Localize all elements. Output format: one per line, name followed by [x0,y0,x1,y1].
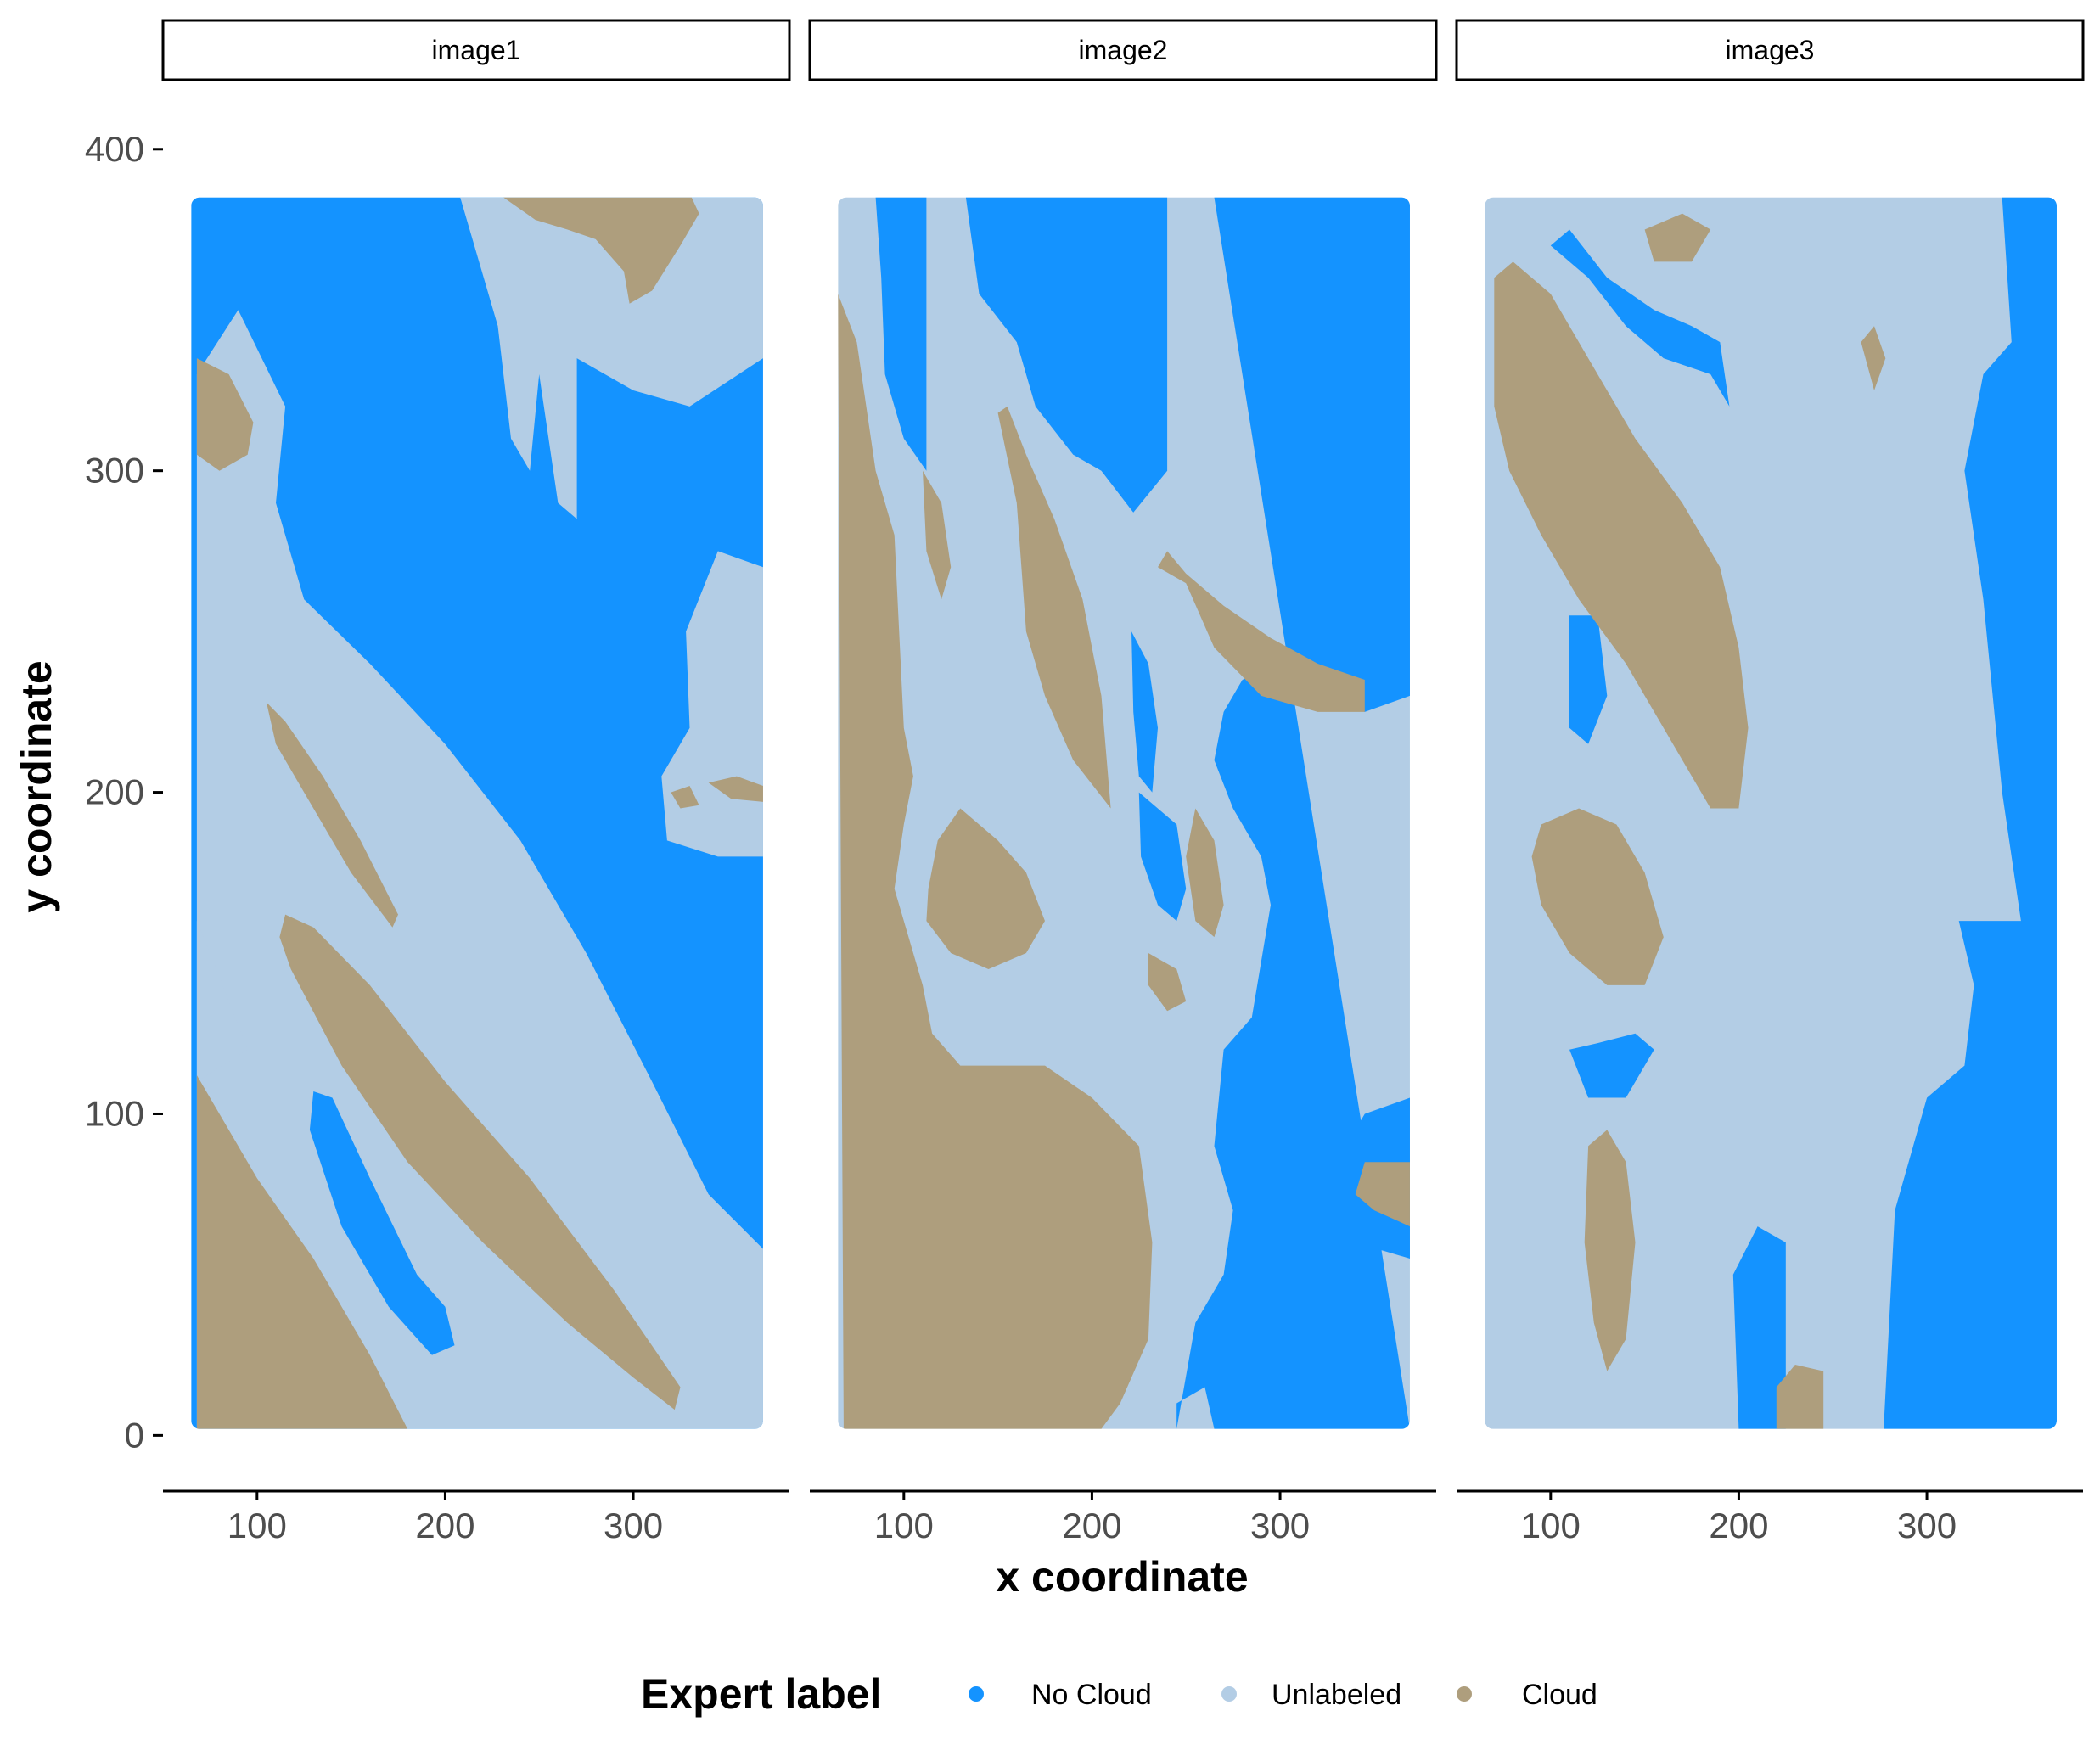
region-no-cloud [1261,850,1284,889]
region-cloud [1494,261,1749,809]
y-axis-title: y coordinate [13,660,60,912]
region-cloud [997,406,1111,809]
region-no-cloud [1138,792,1187,922]
panel-image1: image1 [161,19,791,1429]
x-tick-label: 200 [415,1506,474,1545]
legend: Expert label No Cloud Unlabeled Cloud [641,1670,1597,1718]
region-cloud [1644,213,1711,262]
region-no-cloud [1176,197,1410,1429]
region-no-cloud [1131,631,1158,793]
x-tick-label: 200 [1062,1506,1121,1545]
y-tick-label: 100 [85,1093,144,1133]
y-axis: 0 100 200 300 400 [85,129,163,1455]
x-axes: 100 200 300 100 200 300 100 200 300 [163,1489,2083,1545]
y-tick-label: 0 [125,1415,144,1455]
region-no-cloud [1884,197,2057,1429]
region-cloud [1531,808,1664,985]
region-cloud [196,358,254,471]
legend-label-no-cloud: No Cloud [1031,1679,1152,1711]
y-tick-label: 200 [85,772,144,812]
facet-label: image3 [1726,35,1815,65]
legend-title: Expert label [641,1670,881,1718]
region-cloud [196,1075,408,1429]
x-axis-title: x coordinate [996,1553,1248,1601]
facet-label: image1 [432,35,521,65]
region-cloud [1776,1365,1824,1429]
x-tick-label: 300 [1250,1506,1310,1545]
legend-key-unlabeled [1221,1686,1237,1702]
region-cloud [503,197,699,304]
region-cloud [708,776,763,802]
region-cloud [671,786,699,809]
facet-strip [1455,19,2085,81]
x-axis-image2: 100 200 300 [810,1489,1436,1545]
region-no-cloud [1732,1226,1786,1429]
legend-label-unlabeled: Unlabeled [1272,1679,1401,1711]
x-tick-label: 100 [1521,1506,1581,1545]
facet-panels: image1 image2 image3 [161,19,2085,1429]
panel-image2: image2 [808,19,1438,1429]
region-no-cloud [875,197,927,471]
legend-label-cloud: Cloud [1522,1679,1597,1711]
label-field [191,197,763,1429]
facet-label: image2 [1079,35,1168,65]
region-unlabeled [460,197,763,519]
region-no-cloud [309,1091,455,1355]
x-tick-label: 100 [874,1506,934,1545]
legend-key-no-cloud [969,1686,984,1702]
region-cloud [838,294,1153,1429]
region-cloud [1158,551,1365,712]
label-field [1485,197,2057,1429]
legend-key-cloud [1457,1686,1472,1702]
region-cloud [926,808,1045,969]
region-cloud [1861,326,1886,390]
x-tick-label: 100 [227,1506,287,1545]
region-unlabeled [196,921,248,1082]
region-cloud [266,702,398,928]
region-cloud [923,470,952,600]
region-no-cloud [965,197,1168,513]
region-cloud [1584,1130,1636,1371]
region-cloud [1148,953,1187,1012]
x-tick-label: 300 [604,1506,663,1545]
label-field [838,197,1410,1429]
x-axis-image3: 100 200 300 [1457,1489,2083,1545]
region-no-cloud [1569,1033,1654,1098]
facet-strip [808,19,1438,81]
region-no-cloud [1550,229,1730,407]
facet-strip [161,19,791,81]
panel-image3: image3 [1455,19,2085,1429]
x-tick-label: 300 [1897,1506,1957,1545]
region-cloud [1186,808,1224,938]
region-no-cloud [1569,615,1608,744]
x-tick-label: 200 [1709,1506,1768,1545]
region-cloud [1355,1162,1410,1227]
region-cloud [279,914,681,1410]
y-tick-label: 300 [85,451,144,491]
y-tick-label: 400 [85,129,144,169]
x-axis-image1: 100 200 300 [163,1489,789,1545]
